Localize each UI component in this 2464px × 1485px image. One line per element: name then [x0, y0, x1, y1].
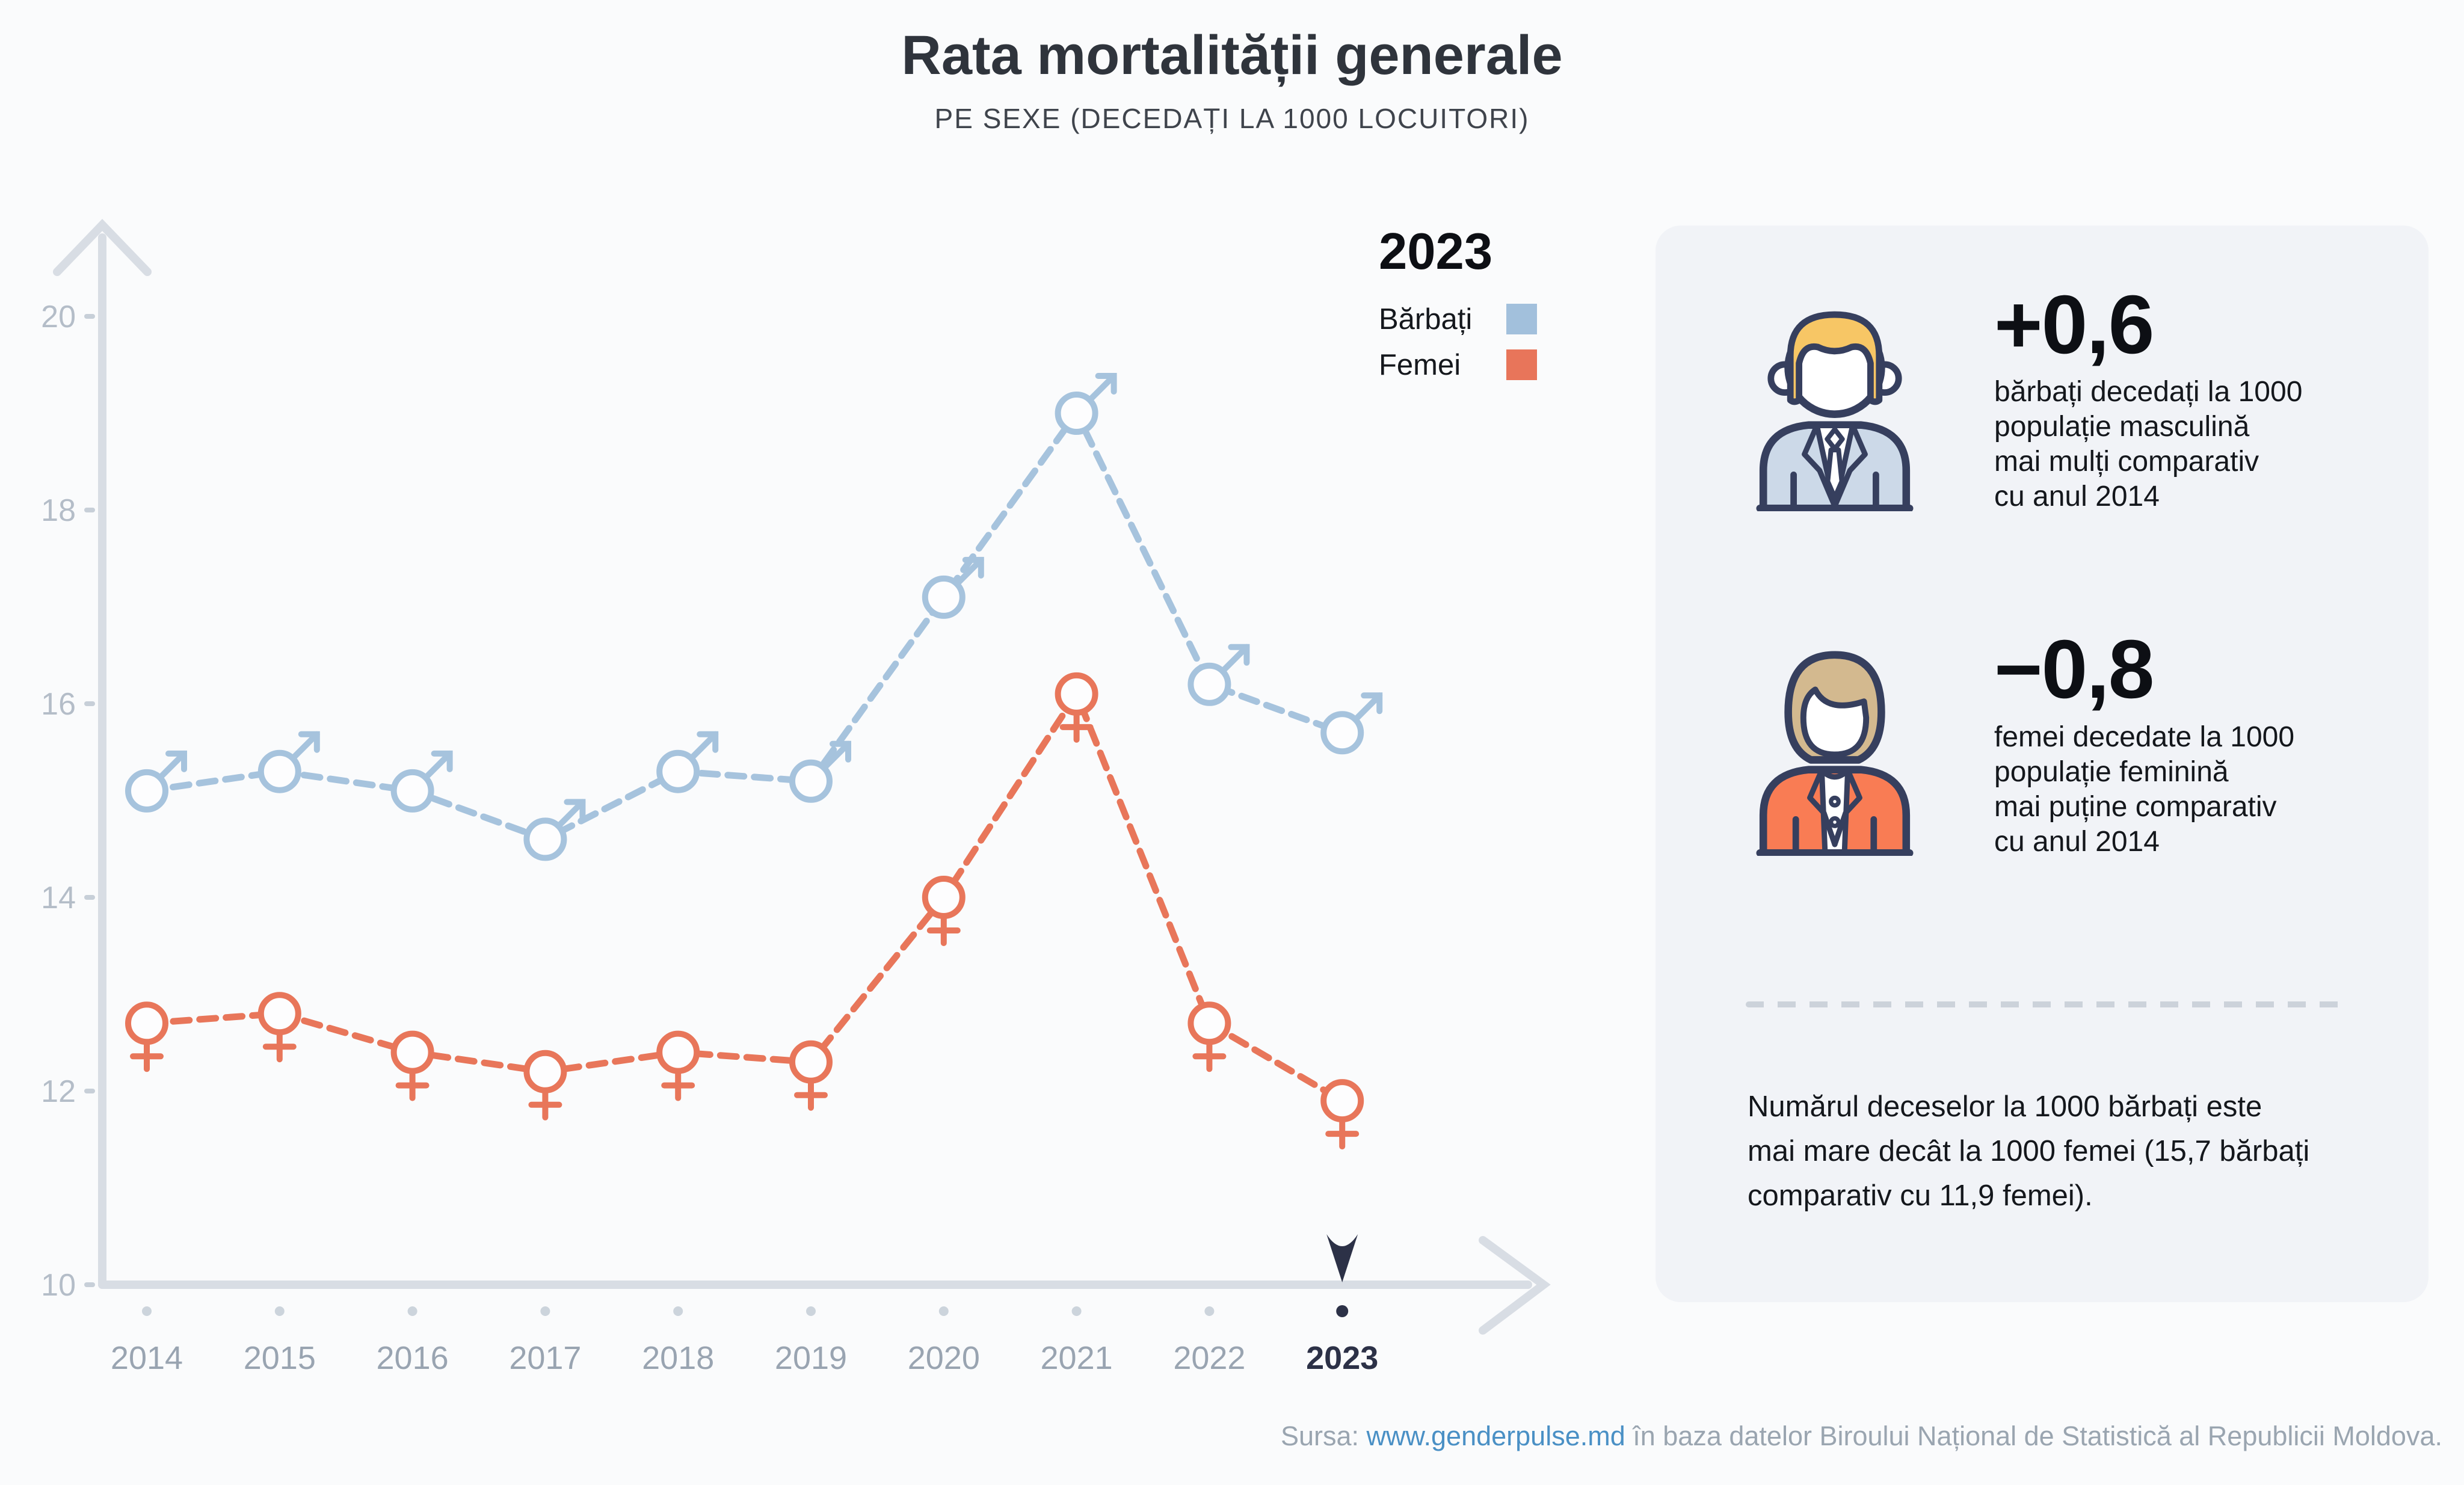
male-delta-description: bărbați decedați la 1000 populație mascu… [1994, 376, 2303, 512]
male-symbol-marker [390, 750, 453, 813]
page-subtitle: PE SEXE (DECEDAȚI LA 1000 LOCUITORI) [934, 103, 1530, 134]
x-axis-tick-dot[interactable] [142, 1306, 152, 1316]
female-symbol-marker [390, 1030, 434, 1101]
male-symbol-marker [789, 740, 851, 803]
legend-item-femei: Femei [1379, 349, 1544, 381]
female-symbol-marker [523, 1050, 567, 1121]
legend-swatch-barbati [1506, 304, 1537, 334]
y-tick [84, 508, 95, 512]
male-symbol-marker [1320, 692, 1383, 755]
x-axis-tick-dot[interactable] [673, 1306, 683, 1316]
source-suffix: în baza datelor Biroului Național de Sta… [1625, 1421, 2442, 1451]
female-symbol-marker [1055, 672, 1098, 743]
series-line-male [143, 410, 1346, 843]
legend-label-femei: Femei [1379, 349, 1461, 381]
x-axis-year-label[interactable]: 2020 [908, 1340, 980, 1376]
male-symbol-marker [922, 556, 984, 619]
female-symbol-marker [789, 1040, 833, 1111]
x-axis-tick-dot[interactable] [540, 1306, 550, 1316]
source-link[interactable]: www.genderpulse.md [1366, 1421, 1625, 1451]
x-axis-year-label[interactable]: 2021 [1041, 1340, 1113, 1376]
female-symbol-marker [656, 1030, 700, 1101]
female-delta-description: femei decedate la 1000 populație feminin… [1994, 721, 2295, 858]
source-line: Sursa: www.genderpulse.md în baza datelo… [1281, 1421, 2442, 1452]
y-axis-label: 20 [41, 300, 76, 334]
x-axis-tick-dot[interactable] [274, 1306, 285, 1316]
y-tick [84, 895, 95, 900]
male-symbol-marker [523, 799, 586, 861]
summary-panel: +0,6 bărbați decedați la 1000 populație … [1656, 226, 2429, 1302]
male-symbol-marker [656, 731, 719, 793]
page-title: Rata mortalității generale [901, 25, 1563, 86]
female-symbol-marker [1187, 1001, 1231, 1072]
series-line-female [143, 690, 1346, 1104]
source-prefix: Sursa: [1280, 1421, 1367, 1451]
x-axis-year-label[interactable]: 2023 [1306, 1340, 1378, 1376]
male-symbol-marker [1055, 373, 1117, 435]
x-axis-tick-dot[interactable] [407, 1306, 417, 1316]
man-figure-icon [1756, 311, 1914, 511]
y-tick [84, 1089, 95, 1093]
female-symbol-marker [125, 1001, 168, 1072]
x-axis-year-label[interactable]: 2018 [642, 1340, 714, 1376]
female-symbol-marker [257, 992, 301, 1063]
axes [53, 218, 1551, 1335]
male-delta-value: +0,6 [1994, 278, 2154, 371]
legend-swatch-femei [1506, 349, 1537, 380]
x-axis-year-label[interactable]: 2014 [111, 1340, 183, 1376]
x-axis-year-label[interactable]: 2015 [244, 1340, 316, 1376]
x-axis-tick-dot[interactable] [938, 1306, 949, 1316]
x-axis-tick-dot[interactable] [806, 1306, 816, 1316]
y-axis-label: 14 [41, 881, 76, 915]
y-tick [84, 701, 95, 706]
x-axis-tick-dot[interactable] [1071, 1306, 1082, 1316]
x-axis-tick-dot[interactable] [1204, 1306, 1215, 1316]
comparison-note: Numărul deceselor la 1000 bărbați este m… [1748, 1090, 2310, 1212]
legend-selected-year: 2023 [1379, 223, 1493, 280]
legend-item-barbati: Bărbați [1379, 303, 1544, 336]
legend-label-barbati: Bărbați [1379, 303, 1473, 336]
male-symbol-marker [1187, 644, 1250, 706]
y-tick [84, 314, 95, 319]
female-delta-value: −0,8 [1994, 623, 2154, 716]
year-slider-handle[interactable] [1326, 1234, 1358, 1282]
x-axis-tick-dot[interactable] [1336, 1305, 1349, 1317]
y-axis-label: 16 [41, 687, 76, 722]
y-axis-label: 10 [41, 1268, 76, 1303]
dashed-divider [1746, 1001, 2350, 1007]
x-axis-year-label[interactable]: 2016 [377, 1340, 449, 1376]
y-axis-label: 12 [41, 1074, 76, 1109]
x-axis-year-label[interactable]: 2017 [509, 1340, 581, 1376]
woman-figure-icon [1756, 651, 1914, 856]
y-tick [84, 1282, 95, 1287]
y-axis-label: 18 [41, 493, 76, 528]
male-symbol-marker [257, 731, 320, 793]
female-symbol-marker [1320, 1079, 1364, 1150]
male-symbol-marker [125, 750, 187, 813]
x-axis-year-label[interactable]: 2022 [1173, 1340, 1245, 1376]
female-symbol-marker [922, 876, 966, 946]
x-axis-year-label[interactable]: 2019 [775, 1340, 847, 1376]
